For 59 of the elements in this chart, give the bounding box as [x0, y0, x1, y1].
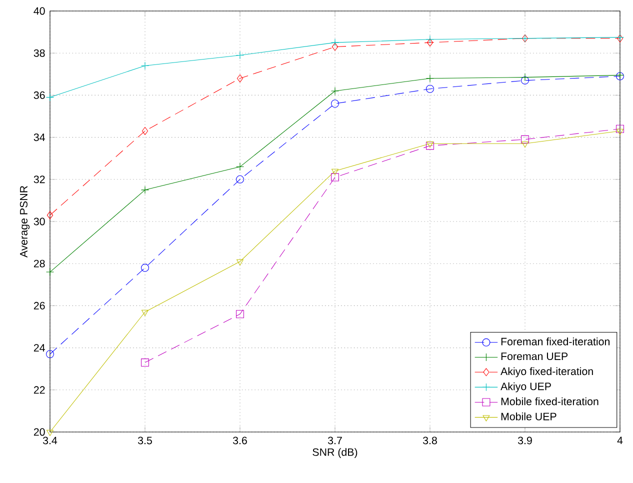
point: [46, 93, 54, 102]
point: [330, 100, 339, 108]
y-tick-label: 20: [34, 428, 45, 436]
x-tick-label: 3.7: [328, 436, 342, 444]
y-tick-label: 30: [34, 218, 45, 226]
point: [140, 264, 149, 272]
point: [426, 35, 434, 44]
x-axis-title: SNR (dB): [312, 448, 358, 458]
y-tick-label: 22: [34, 386, 45, 394]
x-tick-label: 3.4: [42, 436, 58, 444]
point: [236, 259, 244, 266]
legend-label: Foreman UEP: [501, 352, 568, 360]
x-tick-label: 3.5: [138, 436, 152, 444]
point: [46, 350, 54, 358]
y-tick-label: 24: [34, 344, 45, 352]
point: [236, 175, 244, 184]
point: [330, 38, 339, 47]
point: [140, 358, 149, 367]
point: [46, 211, 54, 220]
point: [616, 124, 624, 133]
point: [236, 74, 244, 82]
point: [330, 173, 339, 182]
point: [236, 310, 244, 318]
point: [46, 268, 54, 276]
point: [521, 141, 528, 148]
point: [46, 430, 54, 436]
point: [426, 38, 434, 47]
point: [330, 86, 339, 95]
point: [140, 186, 149, 194]
point: [616, 128, 624, 135]
point: [520, 76, 529, 84]
legend-label: Akiyo fixed-iteration: [500, 367, 593, 378]
y-axis-title: Average PSNR: [20, 186, 30, 258]
x-tick-label: 3.6: [232, 436, 247, 444]
y-tick-label: 34: [34, 134, 45, 142]
point: [520, 73, 529, 82]
y-tick-label: 36: [34, 91, 45, 99]
y-tick-label: 28: [34, 260, 45, 268]
point: [140, 62, 149, 70]
legend-label: Akiyo UEP: [500, 382, 551, 392]
x-tick-label: 3.8: [422, 436, 437, 444]
point: [332, 168, 338, 175]
legend-label: Foreman fixed-iteration: [501, 338, 610, 346]
point: [236, 162, 244, 171]
legend-label: Mobile UEP: [501, 412, 556, 420]
y-tick-label: 32: [34, 176, 45, 184]
legend-label: Mobile fixed-iteration: [501, 397, 598, 406]
point: [236, 51, 244, 60]
y-tick-label: 38: [34, 49, 45, 57]
point: [332, 42, 338, 51]
point: [142, 126, 148, 135]
x-tick-label: 3.9: [518, 436, 532, 444]
point: [520, 135, 529, 144]
y-tick-label: 26: [34, 302, 45, 310]
y-tick-label: 40: [34, 7, 45, 15]
x-tick-label: 4: [617, 436, 623, 444]
point: [426, 84, 434, 93]
point: [142, 310, 149, 316]
point: [426, 74, 434, 82]
